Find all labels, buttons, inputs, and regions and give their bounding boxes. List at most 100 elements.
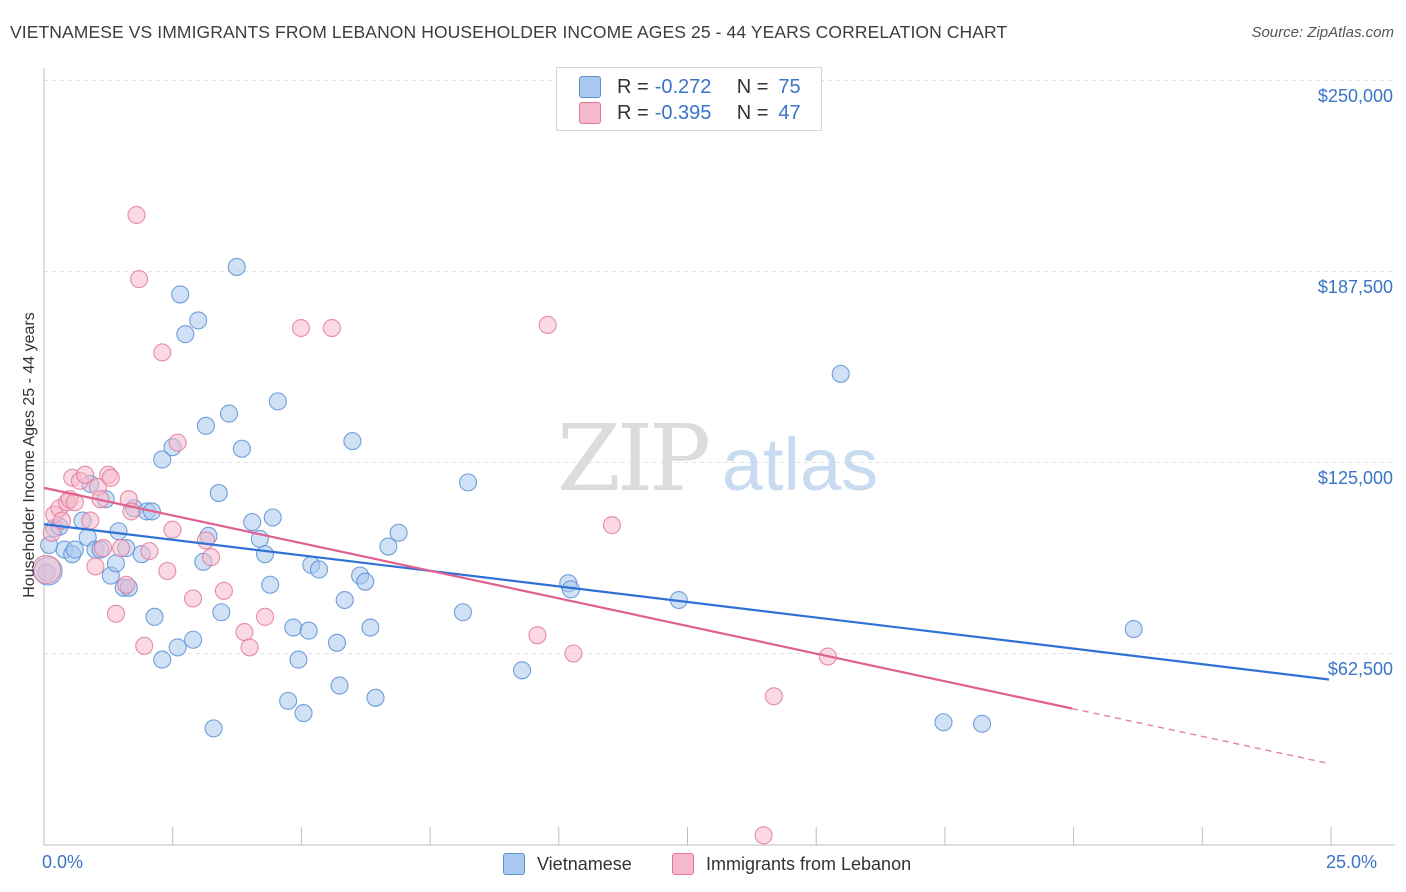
point-vietnamese (512, 661, 532, 680)
point-vietnamese (327, 633, 347, 652)
point-lebanon (528, 626, 547, 645)
x-tick-label: 25.0% (1326, 852, 1378, 872)
r-value: -0.272 (654, 75, 712, 98)
legend-swatch-pink (579, 102, 601, 124)
point-vietnamese (284, 618, 303, 637)
point-vietnamese (343, 432, 362, 451)
point-vietnamese (189, 311, 208, 330)
point-vietnamese (458, 473, 478, 492)
source-label: Source: ZipAtlas.com (1251, 24, 1394, 41)
point-vietnamese (212, 603, 231, 622)
gridlines (44, 80, 1395, 654)
point-vietnamese (268, 392, 287, 411)
point-vietnamese (106, 554, 126, 573)
point-vietnamese (219, 404, 239, 423)
point-vietnamese (279, 691, 298, 710)
point-lebanon (240, 638, 259, 657)
point-lebanon (255, 607, 275, 626)
trend-line-vietnamese (43, 523, 1330, 681)
point-vietnamese (204, 719, 223, 738)
point-vietnamese (65, 540, 84, 559)
point-lebanon (214, 581, 233, 600)
point-lebanon (86, 557, 105, 576)
point-vietnamese (356, 572, 375, 591)
point-lebanon (168, 433, 187, 452)
y-tick-label: $125,000 (1317, 468, 1393, 488)
point-lebanon (81, 511, 100, 530)
point-vietnamese (109, 522, 128, 541)
point-lebanon (163, 520, 182, 539)
legend-label: Immigrants from Lebanon (706, 853, 912, 874)
point-lebanon (94, 539, 113, 558)
point-lebanon (754, 826, 773, 845)
legend-label: Vietnamese (537, 853, 632, 874)
point-lebanon (140, 542, 159, 561)
point-vietnamese (831, 364, 850, 383)
r-value: -0.395 (654, 101, 712, 124)
point-lebanon (564, 644, 583, 663)
point-vietnamese (1124, 620, 1143, 639)
legend-row-vietnamese: R = -0.272 N = 75 (579, 75, 801, 99)
point-vietnamese (361, 618, 380, 637)
point-vietnamese (972, 714, 992, 733)
point-vietnamese (168, 638, 187, 657)
point-vietnamese (934, 713, 953, 732)
point-lebanon (202, 548, 221, 567)
point-vietnamese (335, 590, 354, 610)
point-lebanon (153, 343, 172, 362)
point-lebanon (32, 554, 62, 585)
point-lebanon (112, 539, 131, 558)
x-tick-label: 0.0% (42, 852, 84, 872)
n-label: N = (736, 101, 769, 124)
point-vietnamese (153, 650, 172, 669)
point-vietnamese (453, 603, 472, 622)
point-lebanon (291, 318, 311, 338)
point-vietnamese (309, 560, 329, 579)
point-vietnamese (227, 257, 246, 276)
point-vietnamese (294, 704, 313, 723)
point-vietnamese (299, 621, 318, 640)
point-lebanon (106, 604, 126, 623)
r-label: R = (617, 101, 649, 124)
point-lebanon (158, 561, 177, 581)
correlation-legend: R = -0.272 N = 75 R = -0.395 N = 47 (556, 67, 822, 131)
point-lebanon (76, 465, 95, 484)
point-lebanon (602, 516, 622, 535)
legend-swatch-pink (672, 853, 694, 875)
watermark-atlas: atlas (722, 423, 878, 506)
n-value: 75 (778, 75, 801, 98)
legend-swatch-blue (579, 76, 601, 98)
point-vietnamese (243, 513, 262, 532)
point-vietnamese (184, 630, 203, 649)
y-tick-label: $187,500 (1317, 277, 1393, 297)
point-vietnamese (209, 484, 228, 503)
trend-line-lebanon (43, 486, 1073, 710)
point-lebanon (322, 318, 341, 338)
point-vietnamese (263, 508, 282, 527)
r-label: R = (617, 75, 649, 98)
point-lebanon (117, 575, 136, 594)
legend-swatch-blue (503, 853, 525, 875)
point-vietnamese (171, 285, 190, 304)
point-lebanon (127, 205, 146, 225)
point-vietnamese (389, 523, 408, 542)
point-vietnamese (232, 439, 251, 458)
series-lebanon-points (32, 205, 837, 845)
point-lebanon (135, 636, 154, 655)
trend-lines (43, 486, 1330, 765)
series-legend: Vietnamese Immigrants from Lebanon (0, 853, 1406, 877)
point-lebanon (184, 589, 203, 608)
chart-title: VIETNAMESE VS IMMIGRANTS FROM LEBANON HO… (10, 22, 1008, 42)
axes (43, 68, 1395, 846)
point-lebanon (101, 468, 120, 487)
legend-item-vietnamese: Vietnamese (503, 853, 632, 875)
y-tick-label: $250,000 (1317, 86, 1393, 106)
legend-row-lebanon: R = -0.395 N = 47 (579, 101, 801, 125)
point-vietnamese (330, 676, 349, 695)
y-axis-label: Householder Income Ages 25 - 44 years (21, 312, 38, 598)
point-vietnamese (153, 450, 172, 469)
n-label: N = (736, 75, 769, 98)
point-vietnamese (176, 325, 195, 344)
point-lebanon (130, 270, 149, 289)
